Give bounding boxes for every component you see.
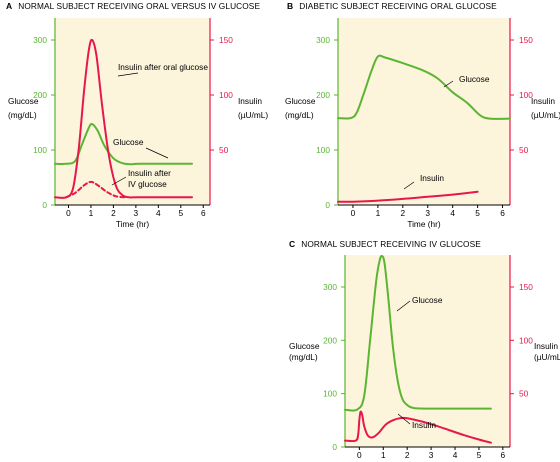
x-tick-label: 0	[351, 208, 356, 218]
x-tick-label: 2	[405, 450, 410, 460]
panel-title: C NORMAL SUBJECT RECEIVING IV GLUCOSE	[289, 239, 481, 249]
annotation-leader	[396, 300, 411, 312]
panel-title: B DIABETIC SUBJECT RECEIVING ORAL GLUCOSE	[287, 1, 497, 11]
y-left-label: (mg/dL)	[289, 352, 318, 362]
left-tick-label: 0	[325, 200, 330, 210]
x-tick-label: 4	[453, 450, 458, 460]
annotation-label: Insulin after	[128, 168, 171, 178]
x-tick-label: 1	[89, 208, 94, 218]
annotation-label: Insulin after oral glucose	[118, 62, 208, 72]
plot-area	[55, 18, 210, 205]
panel-title-text: NORMAL SUBJECT RECEIVING IV GLUCOSE	[301, 239, 481, 249]
left-tick-label: 200	[323, 335, 337, 345]
panel-letter: C	[289, 239, 295, 249]
y-right-label: Insulin	[531, 96, 555, 106]
series-line-insulin-after-oral-glucose	[54, 38, 193, 199]
right-tick-label: 50	[519, 389, 529, 399]
right-tick-label: 50	[519, 145, 529, 155]
series-line-insulin-after-iv-glucose	[65, 180, 126, 199]
y-right-label: (µU/mL)	[531, 110, 560, 120]
series-line-insulin	[344, 410, 492, 444]
annotation-label: Glucose	[412, 295, 443, 305]
x-tick-label: 4	[450, 208, 455, 218]
left-tick-label: 200	[316, 90, 330, 100]
right-tick-label: 100	[219, 90, 233, 100]
annotation-label: Glucose	[113, 137, 144, 147]
annotation-leader	[117, 72, 139, 77]
annotation-label: Glucose	[459, 74, 490, 84]
annotation-label: Insulin	[420, 173, 444, 183]
annotation-leader	[443, 80, 454, 88]
x-tick-label: 0	[357, 450, 362, 460]
y-left-label: Glucose	[8, 96, 39, 106]
y-right-label: Insulin	[238, 96, 262, 106]
left-tick-label: 0	[332, 442, 337, 452]
y-left-label: Glucose	[285, 96, 316, 106]
right-tick-label: 150	[219, 35, 233, 45]
series-line-glucose	[337, 54, 511, 120]
plot-area	[338, 18, 510, 205]
left-tick-label: 300	[316, 35, 330, 45]
x-tick-label: 5	[477, 450, 482, 460]
plot-area	[345, 255, 510, 447]
x-tick-label: 3	[134, 208, 139, 218]
y-left-label: Glucose	[289, 341, 320, 351]
right-tick-label: 150	[519, 35, 533, 45]
x-tick-label: 6	[501, 450, 506, 460]
panel-c: C NORMAL SUBJECT RECEIVING IV GLUCOSE 0 100…	[289, 239, 560, 462]
x-tick-label: 2	[400, 208, 405, 218]
x-axis-label: Time (hr)	[116, 219, 150, 229]
x-tick-label: 5	[475, 208, 480, 218]
left-tick-label: 300	[33, 35, 47, 45]
series-line-glucose	[54, 123, 193, 166]
left-tick-label: 0	[42, 200, 47, 210]
series-line-insulin	[337, 190, 479, 203]
left-tick-label: 300	[323, 282, 337, 292]
panel-title-text: NORMAL SUBJECT RECEIVING ORAL VERSUS IV …	[18, 1, 260, 11]
panel-title: A NORMAL SUBJECT RECEIVING ORAL VERSUS IV…	[6, 1, 260, 11]
panel-title-text: DIABETIC SUBJECT RECEIVING ORAL GLUCOSE	[299, 1, 497, 11]
annotation-label: Insulin	[412, 420, 436, 430]
x-tick-label: 1	[381, 450, 386, 460]
annotation-label: IV glucose	[128, 179, 167, 189]
panel-b: B DIABETIC SUBJECT RECEIVING ORAL GLUCOSE…	[285, 1, 560, 229]
right-tick-label: 50	[219, 145, 229, 155]
x-tick-label: 0	[66, 208, 71, 218]
panel-letter: B	[287, 1, 293, 11]
y-left-label: (mg/dL)	[285, 110, 314, 120]
x-tick-label: 5	[178, 208, 183, 218]
annotation-leader	[111, 176, 127, 186]
y-left-label: (mg/dL)	[8, 110, 37, 120]
y-right-label: (µU/mL)	[238, 110, 268, 120]
panel-a: A NORMAL SUBJECT RECEIVING ORAL VERSUS IV…	[6, 1, 268, 229]
annotation-leader	[145, 147, 169, 159]
series-line-glucose	[344, 254, 492, 412]
x-axis-label: Time (hr)	[407, 219, 441, 229]
annotation-leader	[403, 181, 415, 190]
annotation-leader	[397, 413, 411, 425]
right-tick-label: 100	[519, 335, 533, 345]
x-tick-label: 1	[376, 208, 381, 218]
panel-letter: A	[6, 1, 12, 11]
right-tick-label: 150	[519, 282, 533, 292]
left-tick-label: 100	[33, 145, 47, 155]
y-right-label: Insulin	[534, 341, 558, 351]
left-tick-label: 100	[316, 145, 330, 155]
x-tick-label: 3	[425, 208, 430, 218]
left-tick-label: 200	[33, 90, 47, 100]
x-tick-label: 6	[201, 208, 206, 218]
x-tick-label: 2	[111, 208, 116, 218]
right-tick-label: 100	[519, 90, 533, 100]
x-tick-label: 6	[500, 208, 505, 218]
left-tick-label: 100	[323, 389, 337, 399]
x-tick-label: 3	[429, 450, 434, 460]
x-tick-label: 4	[156, 208, 161, 218]
y-right-label: (µU/mL)	[534, 352, 560, 362]
